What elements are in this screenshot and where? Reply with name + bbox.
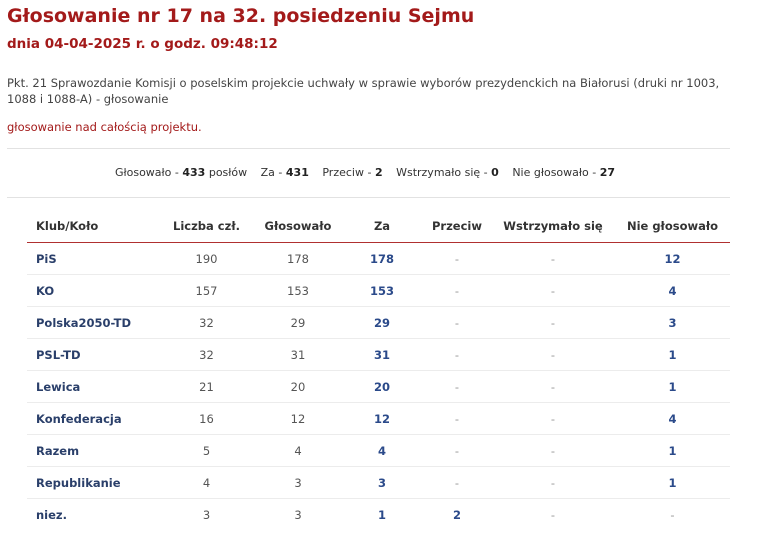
not-voted-count-link[interactable]: 4 xyxy=(615,274,730,307)
za-count-link[interactable]: 12 xyxy=(341,402,423,435)
not-voted-count-link[interactable]: 4 xyxy=(615,402,730,435)
voted-count: 20 xyxy=(255,370,341,403)
voted-count: 153 xyxy=(255,274,341,307)
przeciw-count: - xyxy=(423,434,491,467)
not-voted-count-link[interactable]: 1 xyxy=(615,466,730,499)
table-row: Republikanie 4 3 3 - - 1 xyxy=(27,466,730,499)
table-header-row: Klub/Koło Liczba czł. Głosowało Za Przec… xyxy=(27,209,730,243)
voted-count: 29 xyxy=(255,306,341,339)
voted-count: 4 xyxy=(255,434,341,467)
summary-abstain-value: 0 xyxy=(491,166,499,179)
table-row: niez. 3 3 1 2 - - xyxy=(27,499,730,531)
za-count-link[interactable]: 178 xyxy=(341,242,423,275)
table-row: Razem 5 4 4 - - 1 xyxy=(27,434,730,467)
not-voted-count-link[interactable]: 1 xyxy=(615,434,730,467)
abstain-count: - xyxy=(491,306,615,339)
members-count: 4 xyxy=(158,466,255,499)
members-count: 190 xyxy=(158,242,255,275)
za-count-link[interactable]: 4 xyxy=(341,434,423,467)
summary-not-voted-value: 27 xyxy=(599,166,616,179)
abstain-count: - xyxy=(491,274,615,307)
club-link[interactable]: KO xyxy=(27,274,158,307)
not-voted-count-link[interactable]: 1 xyxy=(615,370,730,403)
przeciw-count-link[interactable]: 2 xyxy=(452,507,461,522)
voted-count: 12 xyxy=(255,402,341,435)
abstain-count: - xyxy=(491,370,615,403)
za-count-link[interactable]: 29 xyxy=(341,306,423,339)
przeciw-count: - xyxy=(423,306,491,339)
abstain-count: - xyxy=(550,507,556,522)
summary-przeciw-value: 2 xyxy=(374,166,383,179)
przeciw-count: - xyxy=(423,370,491,403)
za-count-link[interactable]: 153 xyxy=(341,274,423,307)
table-row: PiS 190 178 178 - - 12 xyxy=(27,242,730,275)
col-header-club: Klub/Koło xyxy=(27,209,158,243)
za-count-link[interactable]: 3 xyxy=(341,466,423,499)
members-count: 16 xyxy=(158,402,255,435)
club-link[interactable]: Lewica xyxy=(27,370,158,403)
table-row: KO 157 153 153 - - 4 xyxy=(27,274,730,307)
summary-voted: Głosowało - 433 posłów xyxy=(114,166,248,179)
summary-przeciw: Przeciw - 2 xyxy=(322,166,383,179)
table-row: Lewica 21 20 20 - - 1 xyxy=(27,370,730,403)
voted-count: 3 xyxy=(255,466,341,499)
divider xyxy=(7,148,730,149)
members-count: 5 xyxy=(158,434,255,467)
przeciw-count: - xyxy=(423,402,491,435)
members-count: 32 xyxy=(158,338,255,371)
page-title: Głosowanie nr 17 na 32. posiedzeniu Sejm… xyxy=(7,5,475,27)
za-count-link[interactable]: 20 xyxy=(341,370,423,403)
members-count: 32 xyxy=(158,306,255,339)
summary-za: Za - 431 xyxy=(260,166,309,179)
col-header-przeciw: Przeciw xyxy=(423,209,491,243)
col-header-abstain: Wstrzymało się xyxy=(491,209,615,243)
not-voted-count-link[interactable]: 3 xyxy=(615,306,730,339)
col-header-za: Za xyxy=(341,209,423,243)
voted-count: 178 xyxy=(255,242,341,275)
club-link[interactable]: Razem xyxy=(27,434,158,467)
voted-count: 3 xyxy=(294,507,302,522)
club-link[interactable]: Republikanie xyxy=(27,466,158,499)
members-count: 3 xyxy=(202,507,211,522)
przeciw-count: - xyxy=(423,338,491,371)
abstain-count: - xyxy=(491,402,615,435)
voted-count: 31 xyxy=(255,338,341,371)
vote-type: głosowanie nad całością projektu. xyxy=(7,120,202,134)
not-voted-count: - xyxy=(670,507,675,522)
club-link[interactable]: PiS xyxy=(27,242,158,275)
summary-voted-value: 433 xyxy=(182,166,206,179)
vote-datetime: dnia 04-04-2025 r. o godz. 09:48:12 xyxy=(7,36,278,52)
abstain-count: - xyxy=(491,434,615,467)
summary-abstain: Wstrzymało się - 0 xyxy=(396,166,499,179)
results-table: Klub/Koło Liczba czł. Głosowało Za Przec… xyxy=(27,209,730,530)
przeciw-count: - xyxy=(423,466,491,499)
club-link[interactable]: niez. xyxy=(36,507,67,522)
agenda-item-description: Pkt. 21 Sprawozdanie Komisji o poselskim… xyxy=(7,76,720,106)
abstain-count: - xyxy=(491,242,615,275)
summary-za-value: 431 xyxy=(285,166,309,179)
col-header-members: Liczba czł. xyxy=(158,209,255,243)
table-row: PSL-TD 32 31 31 - - 1 xyxy=(27,338,730,371)
not-voted-count-link[interactable]: 1 xyxy=(615,338,730,371)
members-count: 157 xyxy=(158,274,255,307)
col-header-voted: Głosowało xyxy=(255,209,341,243)
przeciw-count: - xyxy=(423,242,491,275)
table-row: Konfederacja 16 12 12 - - 4 xyxy=(27,402,730,435)
divider xyxy=(7,197,730,198)
abstain-count: - xyxy=(491,466,615,499)
club-link[interactable]: Konfederacja xyxy=(27,402,158,435)
col-header-not-voted: Nie głosowało xyxy=(615,209,730,243)
members-count: 21 xyxy=(158,370,255,403)
za-count-link[interactable]: 1 xyxy=(377,507,386,522)
summary-not-voted: Nie głosowało - 27 xyxy=(512,166,616,179)
club-link[interactable]: Polska2050-TD xyxy=(27,306,158,339)
vote-summary: Głosowało - 433 posłów Za - 431 Przeciw … xyxy=(0,166,730,179)
club-link[interactable]: PSL-TD xyxy=(27,338,158,371)
przeciw-count: - xyxy=(423,274,491,307)
not-voted-count-link[interactable]: 12 xyxy=(615,242,730,275)
za-count-link[interactable]: 31 xyxy=(341,338,423,371)
abstain-count: - xyxy=(491,338,615,371)
table-row: Polska2050-TD 32 29 29 - - 3 xyxy=(27,306,730,339)
